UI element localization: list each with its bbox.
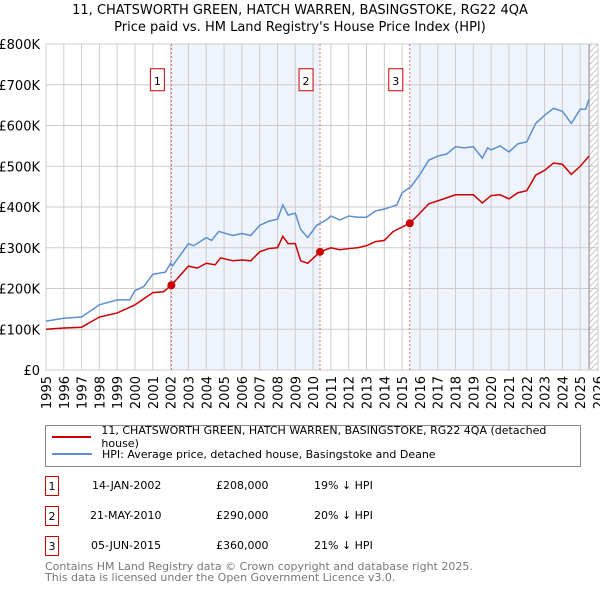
y-tick-label: £300K: [0, 242, 40, 257]
sale-point: [316, 247, 325, 256]
plot-border: [45, 43, 599, 371]
sale-label: 2: [303, 75, 310, 88]
x-tick-label: 2026: [592, 376, 600, 409]
sale-point: [167, 281, 176, 290]
x-tick-label: 2005: [218, 376, 233, 409]
legend-item-property: 11, CHATSWORTH GREEN, HATCH WARREN, BASI…: [52, 424, 580, 450]
sale-badge: 3: [45, 536, 59, 556]
y-tick-label: £400K: [0, 201, 40, 216]
sale-row: 3 05-JUN-2015 £360,000 21% ↓ HPI: [45, 536, 445, 556]
x-tick-label: 2021: [503, 376, 518, 409]
x-tick-label: 1998: [93, 376, 108, 409]
x-tick-label: 2015: [396, 376, 411, 409]
sale-price: £290,000: [216, 509, 269, 522]
legend-swatch: [52, 436, 92, 438]
sale-badge: 1: [45, 476, 59, 496]
sale-point: [405, 219, 414, 228]
x-tick-label: 2007: [254, 376, 269, 409]
sale-label-box: [298, 68, 314, 92]
sale-label-box: [149, 68, 165, 92]
title-line: 11, CHATSWORTH GREEN, HATCH WARREN, BASI…: [72, 3, 528, 18]
y-tick-label: £700K: [0, 79, 40, 94]
footer: Contains HM Land Registry data © Crown c…: [45, 561, 473, 583]
x-tick-label: 2000: [129, 376, 144, 409]
sale-row: 1 14-JAN-2002 £208,000 19% ↓ HPI: [45, 476, 445, 496]
sale-label: 3: [392, 75, 399, 88]
y-tick-label: £800K: [0, 38, 40, 53]
x-tick-label: 2025: [574, 376, 589, 409]
x-tick-label: 2019: [467, 376, 482, 409]
y-tick-label: £200K: [0, 283, 40, 298]
y-tick-label: £0: [23, 364, 40, 379]
subtitle-line: Price paid vs. HM Land Registry's House …: [114, 20, 486, 35]
x-tick-label: 2017: [432, 376, 447, 409]
x-tick-label: 2010: [307, 376, 322, 409]
sale-row: 2 21-MAY-2010 £290,000 20% ↓ HPI: [45, 506, 445, 526]
chart: £0 £100K £200K £300K £400K £500K £600K £700K £80…: [0, 38, 600, 409]
x-tick-label: 2020: [485, 376, 500, 409]
x-tick-label: 1999: [111, 376, 126, 409]
sale-price: £360,000: [216, 539, 269, 552]
x-tick-label: 2006: [236, 376, 251, 409]
x-tick-label: 2002: [165, 376, 180, 409]
y-tick-label: £100K: [0, 323, 40, 338]
x-tick-label: 2004: [200, 376, 215, 409]
legend: 11, CHATSWORTH GREEN, HATCH WARREN, BASI…: [45, 424, 581, 467]
sale-badge: 2: [45, 506, 59, 526]
x-tick-label: 2013: [361, 376, 376, 409]
x-tick-label: 2009: [289, 376, 304, 409]
legend-item-hpi: HPI: Average price, detached house, Basi…: [52, 446, 436, 462]
sale-date: 21-MAY-2010: [90, 509, 162, 522]
series-line: [45, 98, 590, 322]
x-tick-label: 2003: [182, 376, 197, 409]
x-tick-label: 2011: [325, 376, 340, 409]
x-tick-label: 2023: [539, 376, 554, 409]
y-tick-label: £600K: [0, 120, 40, 135]
legend-label: HPI: Average price, detached house, Basi…: [102, 447, 436, 461]
y-tick-label: £500K: [0, 160, 40, 175]
legend-label: 11, CHATSWORTH GREEN, HATCH WARREN, BASI…: [101, 424, 547, 450]
x-tick-label: 2024: [556, 376, 571, 409]
sale-label-box: [388, 68, 404, 92]
sale-price: £208,000: [216, 479, 269, 492]
x-tick-label: 1995: [40, 376, 55, 409]
x-tick-label: 2018: [450, 376, 465, 409]
sale-delta: 19% ↓ HPI: [314, 479, 373, 492]
x-tick-label: 2022: [521, 376, 536, 409]
footer-line: This data is licensed under the Open Gov…: [45, 571, 396, 584]
sale-date: 05-JUN-2015: [91, 539, 162, 552]
x-tick-label: 1996: [58, 376, 73, 409]
sale-delta: 21% ↓ HPI: [314, 539, 373, 552]
series-line: [45, 155, 590, 330]
footer-line: Contains HM Land Registry data © Crown c…: [45, 560, 473, 573]
legend-swatch: [52, 453, 92, 455]
x-tick-label: 2016: [414, 376, 429, 409]
sale-delta: 20% ↓ HPI: [314, 509, 373, 522]
sale-label: 1: [154, 75, 161, 88]
chart-title: 11, CHATSWORTH GREEN, HATCH WARREN, BASI…: [0, 2, 600, 36]
x-tick-label: 2012: [343, 376, 358, 409]
x-tick-label: 2014: [378, 376, 393, 409]
sale-date: 14-JAN-2002: [92, 479, 162, 492]
x-tick-label: 2008: [271, 376, 286, 409]
x-tick-label: 1997: [76, 376, 91, 409]
x-tick-label: 2001: [147, 376, 162, 409]
